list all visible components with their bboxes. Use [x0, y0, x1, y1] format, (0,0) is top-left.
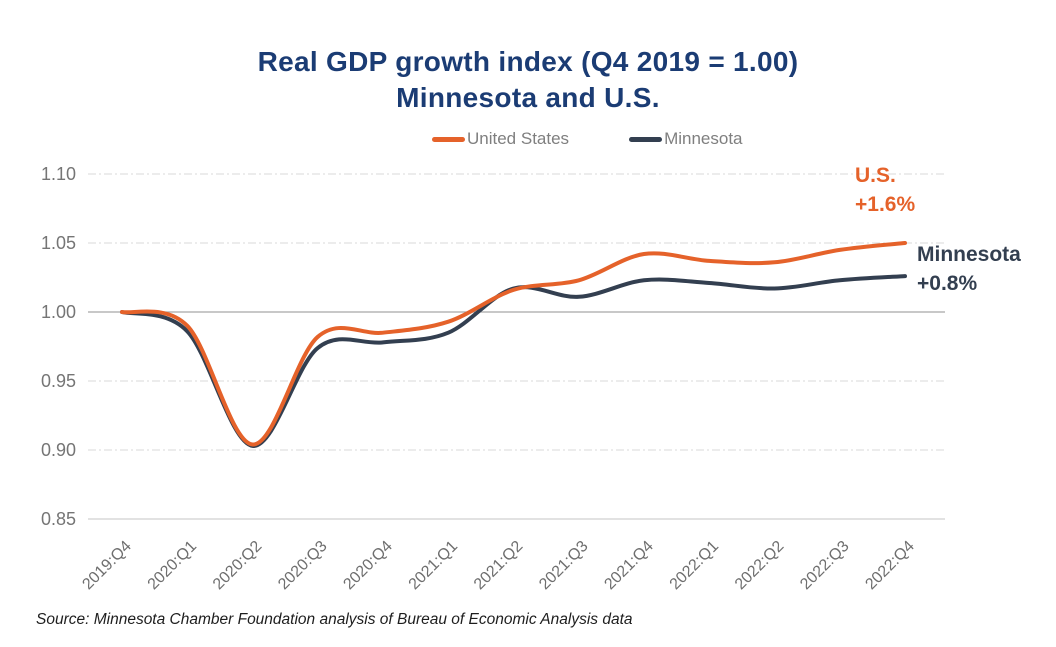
annotation-minnesota-name: Minnesota	[917, 243, 1021, 266]
x-tick-label-2022:Q4: 2022:Q4	[862, 538, 917, 593]
y-tick-label-1.05: 1.05	[41, 233, 76, 253]
x-tick-label-2022:Q1: 2022:Q1	[667, 538, 722, 593]
x-tick-label-2022:Q3: 2022:Q3	[797, 538, 852, 593]
source-note: Source: Minnesota Chamber Foundation ana…	[36, 611, 633, 628]
chart-title-line2: Minnesota and U.S.	[396, 82, 660, 113]
y-tick-label-1.10: 1.10	[41, 164, 76, 184]
y-tick-label-0.85: 0.85	[41, 509, 76, 529]
minnesota-line-swatch-icon	[629, 136, 663, 142]
x-tick-label-2020:Q2: 2020:Q2	[210, 538, 265, 593]
x-tick-label-2019:Q4: 2019:Q4	[79, 538, 134, 593]
series-line-minnesota	[120, 274, 907, 448]
legend-item-united-states: United States	[432, 129, 569, 149]
x-tick-label-2020:Q4: 2020:Q4	[340, 538, 395, 593]
y-tick-label-0.95: 0.95	[41, 371, 76, 391]
x-tick-label-2022:Q2: 2022:Q2	[732, 538, 787, 593]
chart-title-line1: Real GDP growth index (Q4 2019 = 1.00)	[257, 46, 799, 77]
legend-label-united-states: United States	[467, 129, 570, 148]
annotation-us-name: U.S.	[855, 164, 896, 187]
x-tick-label-2020:Q3: 2020:Q3	[275, 538, 330, 593]
x-tick-label-2021:Q4: 2021:Q4	[601, 538, 656, 593]
x-tick-label-2021:Q1: 2021:Q1	[406, 538, 461, 593]
annotation-us: U.S. +1.6%	[855, 161, 915, 219]
chart-legend: United States Minnesota	[432, 129, 743, 149]
legend-label-minnesota: Minnesota	[664, 129, 743, 148]
annotation-minnesota-value: +0.8%	[917, 272, 978, 295]
x-tick-label-2021:Q3: 2021:Q3	[536, 538, 591, 593]
x-tick-label-2020:Q1: 2020:Q1	[145, 538, 200, 593]
annotation-us-value: +1.6%	[855, 193, 916, 216]
united-states-line-swatch-icon	[432, 136, 465, 142]
y-tick-label-1.00: 1.00	[41, 302, 76, 322]
y-tick-label-0.90: 0.90	[41, 440, 76, 460]
series-line-united-states	[120, 241, 907, 447]
legend-item-minnesota: Minnesota	[629, 129, 743, 149]
annotation-minnesota: Minnesota +0.8%	[917, 240, 1021, 298]
x-tick-label-2021:Q2: 2021:Q2	[471, 538, 526, 593]
chart-title: Real GDP growth index (Q4 2019 = 1.00) M…	[0, 44, 1056, 116]
